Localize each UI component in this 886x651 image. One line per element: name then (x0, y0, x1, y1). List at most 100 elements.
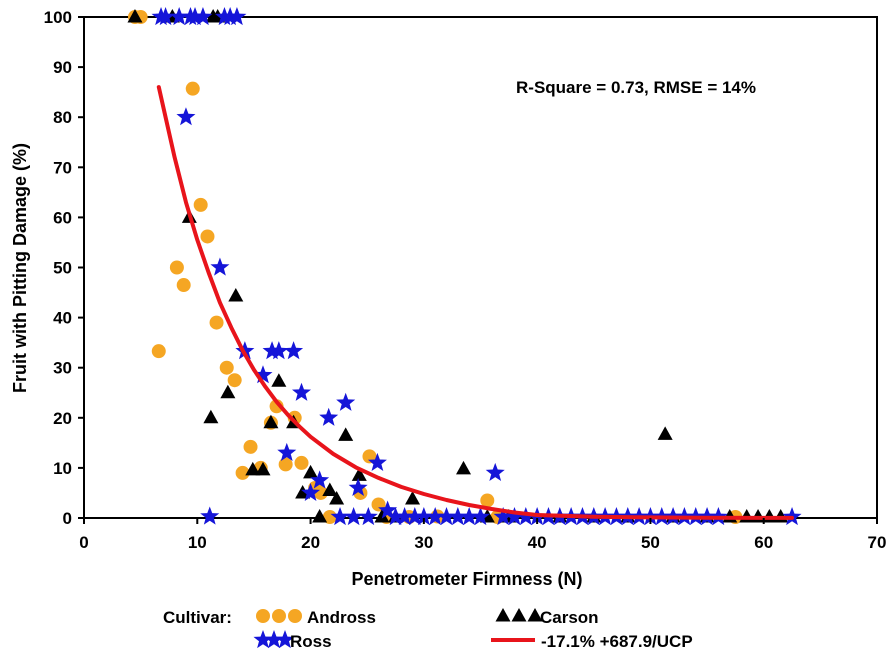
carson-point (657, 426, 673, 440)
carson-point (322, 482, 338, 496)
carson-point (405, 490, 421, 505)
carson-point (220, 384, 236, 399)
ross-point (425, 507, 445, 526)
ross-point (176, 107, 196, 126)
ross-point (330, 507, 350, 526)
ross-point (277, 442, 297, 461)
carson-point (255, 461, 271, 476)
y-tick-label: 80 (53, 108, 72, 127)
carson-point (374, 508, 390, 523)
ross-point (336, 392, 356, 411)
legend-entry-circle: Andross (256, 608, 376, 627)
carson-point (312, 508, 328, 523)
ross-point (227, 7, 247, 26)
ross-point (210, 257, 230, 276)
y-tick-label: 20 (53, 409, 72, 428)
andross-point (209, 315, 224, 330)
ross-point (284, 341, 304, 360)
legend-triangle-swatch (511, 608, 527, 622)
ross-point (378, 500, 398, 519)
legend-circle-swatch (288, 609, 302, 623)
carson-point (127, 9, 143, 23)
chart-marks (127, 7, 802, 526)
x-tick-label: 70 (868, 533, 886, 552)
y-tick-label: 90 (53, 58, 72, 77)
andross-point (480, 493, 495, 508)
legend-label: Ross (290, 632, 332, 651)
fit-curve-line (156, 85, 794, 520)
y-tick-label: 10 (53, 459, 72, 478)
y-tick-label: 100 (44, 8, 72, 27)
x-tick-label: 10 (188, 533, 207, 552)
legend-entry-line: -17.1% +687.9/UCP (491, 632, 693, 651)
ross-point (470, 507, 491, 526)
andross-point (185, 81, 200, 96)
legend: Cultivar: Andross Carson Ross -17.1% +687.9… (163, 608, 693, 651)
carson-point (245, 461, 261, 476)
andross-point (322, 509, 337, 524)
y-tick-label: 0 (63, 509, 72, 528)
andross-point (235, 465, 250, 480)
andross-point (151, 344, 166, 359)
ross-point (269, 341, 289, 360)
ross-point (414, 507, 434, 526)
ross-point (459, 507, 479, 526)
y-tick-label: 50 (53, 259, 72, 278)
fit-statistics-annotation: R-Square = 0.73, RMSE = 14% (516, 78, 756, 97)
legend-star-swatch (275, 630, 295, 649)
ross-point (367, 452, 387, 471)
legend-circle-swatch (272, 609, 286, 623)
ross-point (156, 7, 176, 26)
legend-entry-triangle: Carson (495, 608, 599, 627)
andross-point (219, 360, 234, 375)
carson-point (456, 460, 472, 475)
axes: 0 10 20 30 40 50 60 70 0 10 20 30 40 50 60 70 80 90 100 (44, 8, 886, 552)
plot-frame (83, 16, 878, 519)
plot-area (83, 16, 878, 519)
carson-point (203, 409, 219, 424)
ross-point (310, 470, 330, 489)
x-tick-label: 0 (79, 533, 88, 552)
legend-title: Cultivar: (163, 608, 232, 627)
x-tick-label: 40 (528, 533, 547, 552)
ross-point (301, 482, 321, 502)
ross-point (193, 7, 213, 26)
andross-point (227, 373, 242, 388)
legend-triangle-swatch (527, 608, 543, 622)
ross-point (448, 507, 468, 526)
legend-label: Andross (307, 608, 376, 627)
andross-point (294, 455, 309, 470)
ross-point (504, 507, 524, 526)
ross-point (292, 382, 312, 401)
ross-point (200, 506, 220, 525)
andross-point (200, 229, 215, 244)
ross-point (344, 507, 364, 526)
andross-point (313, 485, 328, 500)
ross-point (169, 7, 189, 26)
andross-point (169, 260, 184, 275)
ross-point (185, 7, 205, 26)
andross-point (278, 457, 293, 472)
carson-point (303, 464, 319, 479)
ross-point (348, 477, 368, 497)
carson-point (228, 288, 244, 302)
legend-star-swatch (264, 630, 284, 649)
carson-point (263, 414, 279, 429)
x-tick-label: 60 (754, 533, 773, 552)
legend-triangle-swatch (495, 608, 511, 622)
x-tick-label: 20 (301, 533, 320, 552)
legend-entry-star: Ross (253, 630, 332, 651)
ross-point (319, 407, 339, 426)
ross-point (395, 507, 415, 526)
y-tick-label: 40 (53, 309, 72, 328)
carson-point (329, 490, 345, 505)
x-axis-label: Penetrometer Firmness (N) (351, 569, 582, 589)
andross-point (176, 278, 191, 293)
carson-point (351, 467, 367, 481)
y-tick-label: 70 (53, 158, 72, 177)
legend-label: -17.1% +687.9/UCP (541, 632, 693, 651)
ross-point (437, 507, 457, 526)
carson-point (271, 373, 287, 387)
ross-point (516, 507, 536, 526)
